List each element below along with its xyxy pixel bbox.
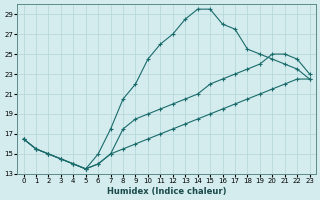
X-axis label: Humidex (Indice chaleur): Humidex (Indice chaleur) bbox=[107, 187, 226, 196]
